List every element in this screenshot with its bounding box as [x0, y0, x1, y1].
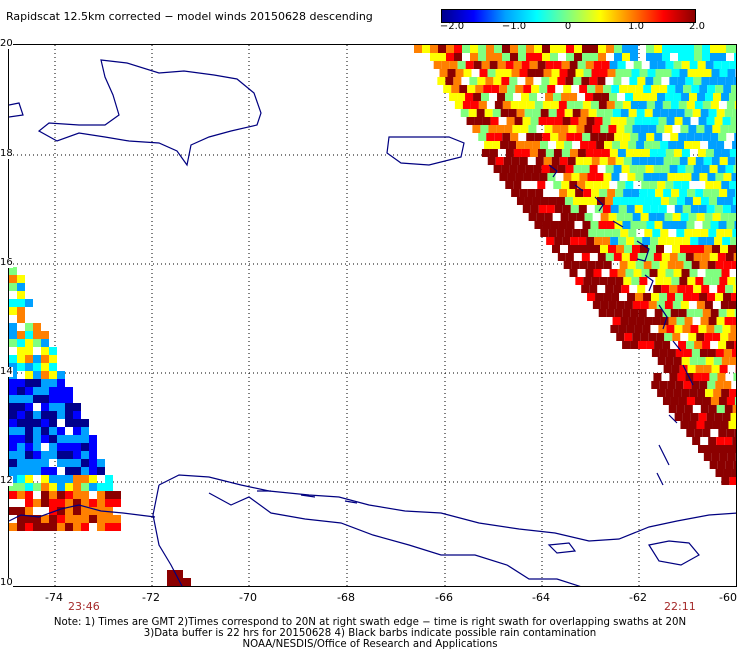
coastline-south-america-2 [152, 484, 581, 586]
coastline-aruba-curacao [257, 490, 358, 504]
x-label-66: -66 [435, 591, 453, 604]
wind-difference-cells [9, 45, 736, 586]
y-label-12: 12 [0, 475, 13, 486]
coastline-puerto-rico [386, 136, 465, 166]
coastline-south-america [158, 474, 736, 542]
colorbar-label-max: 2.0 [689, 21, 705, 32]
note-line-1: Note: 1) Times are GMT 2)Times correspon… [53, 617, 687, 628]
note-line-2: 3)Data buffer is 22 hrs for 20150628 4) … [143, 628, 597, 639]
x-label-72: -72 [142, 591, 160, 604]
y-label-16: 16 [0, 257, 13, 268]
x-label-60: -60 [719, 591, 737, 604]
map-title: Rapidscat 12.5km corrected − model winds… [6, 10, 373, 23]
y-label-10: 10 [0, 577, 13, 588]
map-panel[interactable] [8, 44, 737, 587]
colorbar-label-min: −2.0 [439, 21, 465, 32]
colorbar-label-zero: 0 [564, 21, 572, 32]
note-line-3: NOAA/NESDIS/Office of Research and Appli… [242, 639, 498, 650]
coastline-lesser-antilles [548, 164, 694, 486]
coastline-hispaniola [37, 59, 262, 167]
colorbar [441, 9, 696, 23]
colorbar-label-neg1: −1.0 [501, 21, 527, 32]
coastlines [9, 59, 736, 586]
x-label-62: -62 [629, 591, 647, 604]
x-label-74: -74 [45, 591, 63, 604]
x-label-64: -64 [532, 591, 550, 604]
y-label-20: 20 [0, 38, 13, 49]
y-label-14: 14 [0, 366, 13, 377]
colorbar-gradient [442, 10, 695, 22]
y-label-18: 18 [0, 148, 13, 159]
coastline-south-america-3 [9, 504, 156, 522]
coastline-margarita [547, 542, 577, 554]
swath-time-left: 23:46 [68, 600, 100, 613]
colorbar-label-pos1: 1.0 [628, 21, 644, 32]
x-label-68: -68 [337, 591, 355, 604]
x-label-70: -70 [239, 591, 257, 604]
swath-time-right: 22:11 [664, 600, 696, 613]
coastline-trinidad [648, 540, 700, 566]
map-canvas[interactable] [9, 45, 737, 587]
coastline-jamaica [9, 102, 24, 118]
